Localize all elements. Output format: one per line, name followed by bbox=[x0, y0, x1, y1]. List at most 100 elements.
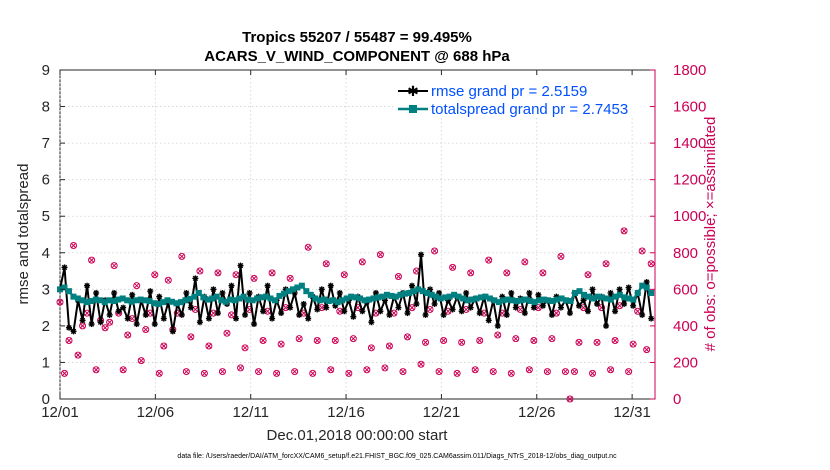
obs-assimilated-marker bbox=[224, 330, 230, 337]
totalspread-point bbox=[477, 294, 484, 301]
obs-assimilated-marker bbox=[219, 368, 226, 375]
rmse-point bbox=[625, 284, 632, 291]
rmse-point bbox=[395, 304, 402, 311]
rmse-point bbox=[106, 311, 113, 318]
obs-assimilated-marker bbox=[503, 270, 510, 276]
obs-assimilated-marker bbox=[336, 308, 343, 315]
obs-point bbox=[137, 357, 145, 365]
totalspread-point bbox=[137, 296, 144, 303]
obs-assimilated-marker bbox=[643, 346, 650, 353]
obs-possible-marker bbox=[160, 342, 168, 350]
obs-possible-marker bbox=[187, 333, 195, 341]
obs-possible-marker bbox=[237, 364, 245, 372]
totalspread-point bbox=[142, 297, 149, 304]
obs-point bbox=[340, 271, 348, 279]
star-stroke bbox=[228, 282, 235, 289]
x-axis-label: Dec.01,2018 00:00:00 start bbox=[267, 427, 449, 444]
rmse-point bbox=[300, 300, 307, 307]
obs-possible-marker bbox=[196, 267, 204, 275]
totalspread-point bbox=[128, 298, 135, 305]
obs-assimilated-marker bbox=[210, 310, 217, 316]
y-right-tick-label: 200 bbox=[673, 354, 698, 371]
obs-point bbox=[575, 338, 583, 346]
obs-assimilated-marker bbox=[386, 343, 393, 349]
rmse-point bbox=[508, 289, 515, 296]
star-stroke bbox=[111, 290, 117, 296]
obs-assimilated-marker bbox=[521, 259, 528, 265]
chart-subtitle: ACARS_V_WIND_COMPONENT @ 688 hPa bbox=[204, 48, 510, 65]
totalspread-point bbox=[500, 297, 507, 304]
obs-possible-marker bbox=[313, 337, 321, 345]
obs-possible-marker bbox=[164, 276, 172, 284]
rmse-point bbox=[463, 289, 470, 296]
obs-point bbox=[458, 338, 466, 346]
legend-rmse-marker: ✱ bbox=[407, 84, 419, 100]
obs-assimilated-marker bbox=[133, 282, 140, 289]
totalspread-point bbox=[119, 295, 126, 302]
totalspread-point bbox=[567, 298, 574, 305]
obs-point bbox=[88, 256, 96, 264]
obs-assimilated-marker bbox=[512, 335, 519, 342]
star-stroke bbox=[589, 286, 596, 293]
obs-possible-marker bbox=[647, 260, 655, 268]
totalspread-point bbox=[88, 298, 95, 305]
obs-assimilated-marker bbox=[269, 270, 275, 276]
star-stroke bbox=[215, 310, 221, 316]
totalspread-point bbox=[289, 286, 296, 293]
obs-possible-marker bbox=[458, 338, 466, 346]
rmse-point bbox=[192, 275, 199, 282]
obs-assimilated-marker bbox=[183, 368, 190, 375]
obs-possible-marker bbox=[241, 344, 249, 352]
totalspread-point bbox=[133, 297, 140, 304]
rmse-point bbox=[79, 317, 86, 324]
y-right-tick-label: 1600 bbox=[673, 99, 706, 116]
rmse-point bbox=[422, 311, 429, 318]
obs-possible-marker bbox=[119, 366, 127, 374]
totalspread-point bbox=[343, 295, 350, 302]
obs-assimilated-marker bbox=[449, 264, 456, 271]
totalspread-point bbox=[509, 297, 516, 304]
obs-point bbox=[471, 366, 479, 374]
obs-possible-marker bbox=[218, 368, 226, 376]
y-right-tick-label: 400 bbox=[673, 318, 698, 335]
obs-assimilated-marker bbox=[544, 368, 551, 375]
star-stroke bbox=[639, 312, 645, 318]
totalspread-point bbox=[486, 295, 493, 302]
obs-assimilated-marker bbox=[490, 368, 497, 375]
obs-assimilated-marker bbox=[57, 299, 63, 305]
totalspread-point bbox=[186, 295, 193, 302]
totalspread-point bbox=[648, 289, 655, 296]
y-right-tick-label: 800 bbox=[673, 245, 698, 262]
obs-possible-marker bbox=[309, 369, 317, 377]
obs-assimilated-marker bbox=[368, 344, 375, 351]
star-stroke bbox=[603, 323, 609, 329]
rmse-point bbox=[264, 282, 271, 289]
obs-point bbox=[440, 337, 448, 345]
obs-possible-marker bbox=[625, 368, 633, 376]
obs-possible-marker bbox=[566, 395, 574, 403]
rmse-point bbox=[305, 315, 312, 322]
obs-assimilated-marker bbox=[188, 334, 194, 340]
obs-point bbox=[625, 368, 633, 376]
obs-possible-marker bbox=[250, 274, 258, 282]
obs-point bbox=[453, 369, 461, 377]
star-stroke bbox=[373, 290, 379, 296]
totalspread-point bbox=[227, 296, 234, 303]
obs-possible-marker bbox=[106, 318, 114, 326]
totalspread-point bbox=[634, 289, 641, 296]
star-stroke bbox=[251, 321, 257, 327]
obs-possible-marker bbox=[358, 258, 366, 266]
totalspread-point bbox=[160, 299, 167, 306]
totalspread-point bbox=[518, 297, 525, 304]
obs-assimilated-marker bbox=[382, 365, 388, 371]
rmse-point bbox=[639, 311, 646, 318]
totalspread-point bbox=[442, 294, 449, 301]
rmse-point bbox=[318, 286, 325, 293]
obs-possible-marker bbox=[431, 247, 439, 255]
rmse-point bbox=[61, 264, 68, 271]
rmse-point bbox=[88, 321, 95, 328]
obs-point bbox=[611, 337, 619, 345]
obs-possible-marker bbox=[629, 340, 637, 348]
obs-assimilated-marker bbox=[305, 244, 312, 251]
obs-possible-marker bbox=[557, 252, 565, 260]
